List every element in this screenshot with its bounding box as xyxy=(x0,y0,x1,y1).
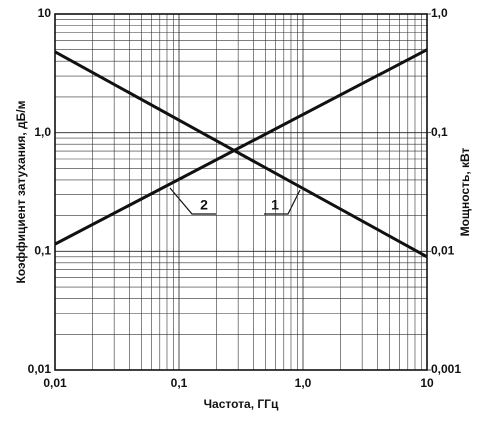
y-tick-label: 0,1 xyxy=(34,244,51,258)
y-tick-label: 10 xyxy=(38,6,52,20)
series-label: 2 xyxy=(200,197,208,213)
leader-line xyxy=(264,189,301,215)
y2-tick-label: 0,01 xyxy=(431,244,455,258)
leader-line xyxy=(169,187,216,215)
x-tick-label: 0,01 xyxy=(43,376,67,390)
x-tick-label: 1,0 xyxy=(295,376,312,390)
y-tick-label: 0,01 xyxy=(28,362,52,376)
plot-frame xyxy=(54,13,428,371)
series-label: 1 xyxy=(271,197,279,213)
x-tick-label: 10 xyxy=(420,376,434,390)
y2-tick-label: 1,0 xyxy=(431,6,448,20)
y2-tick-label: 0,1 xyxy=(431,125,448,139)
x-axis-label: Частота, ГГц xyxy=(204,397,279,411)
data-line xyxy=(54,48,428,246)
data-line xyxy=(54,50,428,259)
y2-tick-label: 0,001 xyxy=(431,362,461,376)
y2-axis-label: Мощность, кВт xyxy=(458,147,472,236)
y-tick-label: 1,0 xyxy=(34,125,51,139)
y-axis-label: Коэффициент затухания, дБ/м xyxy=(14,100,28,283)
x-tick-label: 0,1 xyxy=(171,376,188,390)
